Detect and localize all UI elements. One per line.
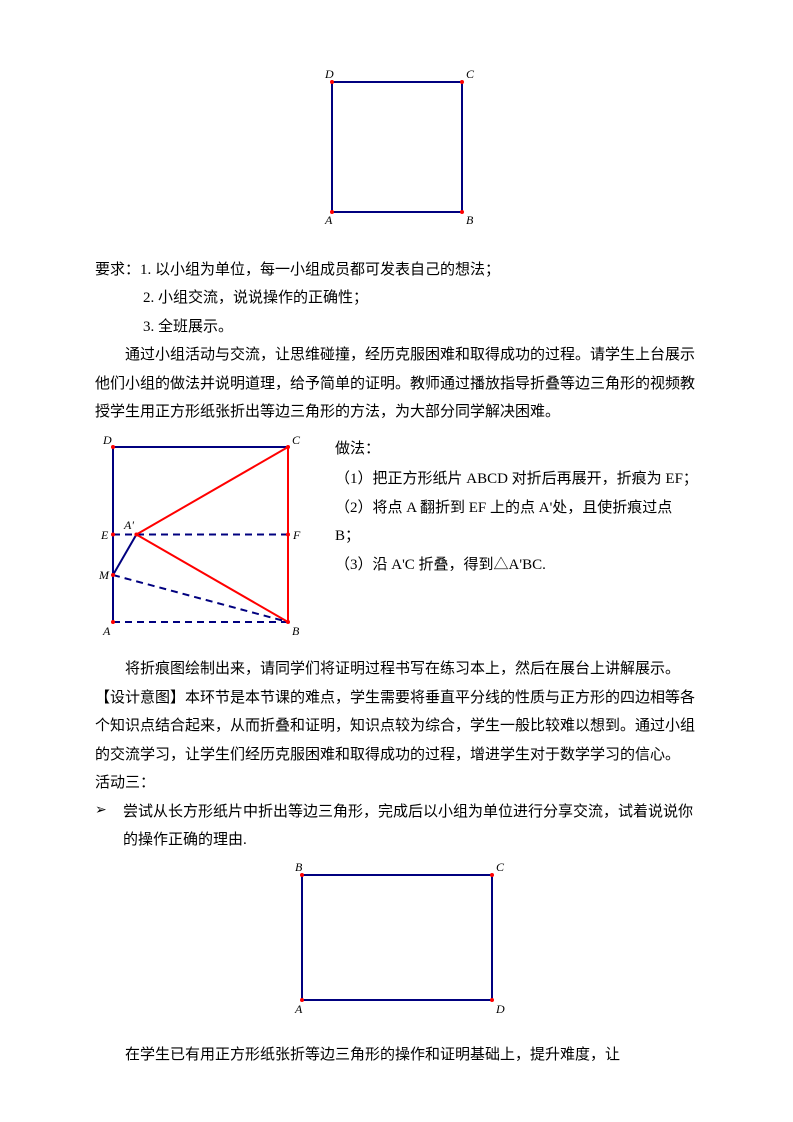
paragraph-3: 【设计意图】本环节是本节课的难点，学生需要将垂直平分线的性质与正方形的四边相等各… <box>95 684 698 770</box>
requirements-1: 要求：1. 以小组为单位，每一小组成员都可发表自己的想法； <box>95 256 698 285</box>
label-B: B <box>466 213 474 227</box>
fold-steps: 做法： （1）把正方形纸片 ABCD 对折后再展开，折痕为 EF； （2）将点 … <box>305 435 698 580</box>
steps-head: 做法： <box>335 435 698 464</box>
activity-3-title: 活动三： <box>95 769 698 798</box>
paragraph-4: 在学生已有用正方形纸张折等边三角形的操作和证明基础上，提升难度，让 <box>95 1041 698 1070</box>
label-D: D <box>324 67 334 81</box>
requirements-2: 2. 小组交流，说说操作的正确性； <box>143 284 698 313</box>
label-M: M <box>98 568 110 582</box>
figure-square-abcd: D C A B <box>95 70 698 241</box>
label-D2: D <box>102 433 112 447</box>
step-1: （1）把正方形纸片 ABCD 对折后再展开，折痕为 EF； <box>335 465 698 494</box>
paragraph-1: 通过小组活动与交流，让思维碰撞，经历克服困难和取得成功的过程。请学生上台展示他们… <box>95 341 698 427</box>
activity-3-text: 尝试从长方形纸片中折出等边三角形，完成后以小组为单位进行分享交流，试着说说你的操… <box>123 798 698 855</box>
label-A3: A <box>294 1002 303 1016</box>
label-C2: C <box>292 433 301 447</box>
step-3: （3）沿 A'C 折叠，得到△A'BC. <box>335 551 698 580</box>
figure-rectangle: B C A D <box>95 861 698 1027</box>
figure-fold-row: D C A B E F M A' 做法： （1）把正方形纸片 ABCD 对折后再… <box>95 435 698 646</box>
label-A2: A <box>102 624 111 638</box>
label-B3: B <box>295 860 303 874</box>
requirements-3: 3. 全班展示。 <box>143 313 698 342</box>
bullet-icon: ➢ <box>95 798 123 825</box>
activity-3-item: ➢ 尝试从长方形纸片中折出等边三角形，完成后以小组为单位进行分享交流，试着说说你… <box>95 798 698 855</box>
label-C: C <box>466 67 475 81</box>
figure-fold: D C A B E F M A' <box>95 435 305 646</box>
label-D3: D <box>495 1002 505 1016</box>
label-A: A <box>324 213 333 227</box>
label-C3: C <box>496 860 505 874</box>
step-2: （2）将点 A 翻折到 EF 上的点 A'处，且使折痕过点 B； <box>335 494 698 551</box>
square-svg: D C A B <box>312 70 482 230</box>
label-B2: B <box>292 624 300 638</box>
label-E: E <box>100 528 109 542</box>
paragraph-2: 将折痕图绘制出来，请同学们将证明过程书写在练习本上，然后在展台上讲解展示。 <box>95 655 698 684</box>
label-F: F <box>292 528 301 542</box>
label-Aprime: A' <box>123 518 134 532</box>
